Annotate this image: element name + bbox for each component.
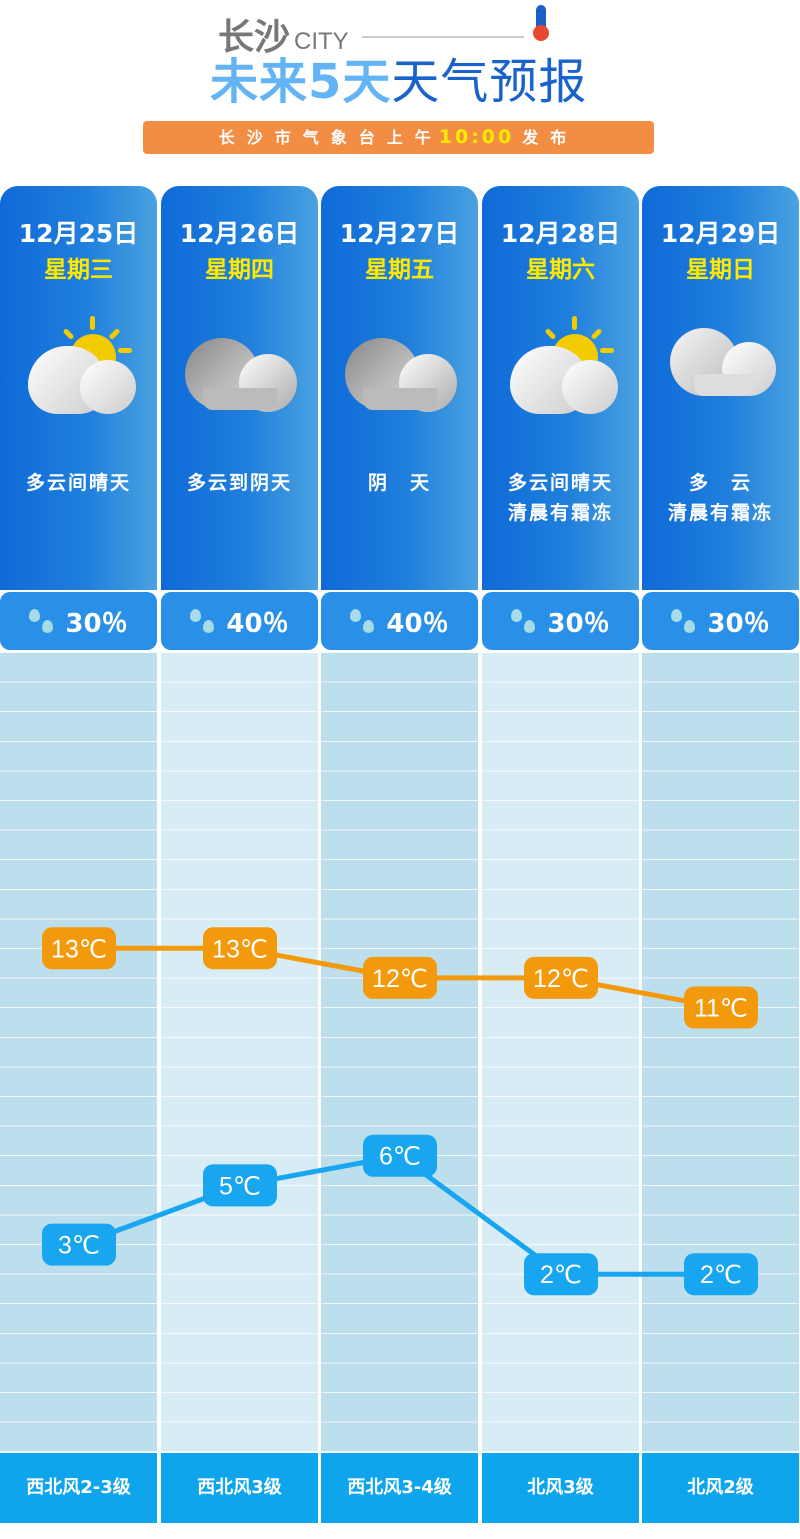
day-weekday: 星期四 [205, 257, 274, 283]
wind-forecast: 西北风3-4级 [321, 1453, 478, 1523]
partly-sunny-icon [504, 316, 619, 426]
partly-sunny-icon [22, 316, 137, 426]
day-card: 12月28日 星期六 多云间晴天 清晨有霜冻 [482, 186, 639, 590]
day-card: 12月25日 星期三 多云间晴天 [0, 186, 157, 590]
weather-description: 多 云清晨有霜冻 [667, 472, 773, 524]
day-card: 12月27日 星期五 阴 天 [321, 186, 478, 590]
day-date: 12月29日 [660, 219, 781, 248]
publish-bar: 长沙市气象台上午10:00 发布 [143, 121, 654, 154]
day-date: 12月26日 [179, 219, 300, 248]
rain-probability: 30％ [482, 592, 639, 650]
raindrop-icon [350, 607, 376, 635]
weather-description: 阴 天 [367, 472, 431, 494]
chart-column [161, 652, 318, 1452]
cloudy-icon [664, 316, 779, 426]
rain-probability: 30％ [0, 592, 157, 650]
weather-description: 多云到阴天 [186, 472, 292, 494]
thermometer-icon [533, 5, 549, 41]
divider [362, 36, 524, 38]
day-card: 12月26日 星期四 多云到阴天 [161, 186, 318, 590]
weather-description: 多云间晴天 [25, 472, 131, 494]
day-weekday: 星期三 [44, 257, 113, 283]
chart-column [642, 652, 799, 1452]
raindrop-icon [29, 607, 55, 635]
overcast-icon [343, 316, 458, 426]
day-date: 12月28日 [500, 219, 621, 248]
rain-probability: 30％ [642, 592, 799, 650]
overcast-icon [183, 316, 298, 426]
rain-probability: 40％ [161, 592, 318, 650]
rain-probability: 40％ [321, 592, 478, 650]
day-date: 12月27日 [339, 219, 460, 248]
wind-forecast: 北风3级 [482, 1453, 639, 1523]
raindrop-icon [671, 607, 697, 635]
page-title: 未来5天天气预报 [210, 54, 588, 110]
chart-column [321, 652, 478, 1452]
wind-forecast: 北风2级 [642, 1453, 799, 1523]
wind-forecast: 西北风3级 [161, 1453, 318, 1523]
day-weekday: 星期六 [526, 257, 595, 283]
day-weekday: 星期日 [686, 257, 755, 283]
city-name: 长沙 CITY [218, 16, 349, 58]
raindrop-icon [511, 607, 537, 635]
chart-column [0, 652, 157, 1452]
day-date: 12月25日 [18, 219, 139, 248]
chart-column [482, 652, 639, 1452]
wind-forecast: 西北风2-3级 [0, 1453, 157, 1523]
day-weekday: 星期五 [365, 257, 434, 283]
weather-description: 多云间晴天 清晨有霜冻 [507, 472, 613, 524]
day-card: 12月29日 星期日 多 云清晨有霜冻 [642, 186, 799, 590]
raindrop-icon [190, 607, 216, 635]
